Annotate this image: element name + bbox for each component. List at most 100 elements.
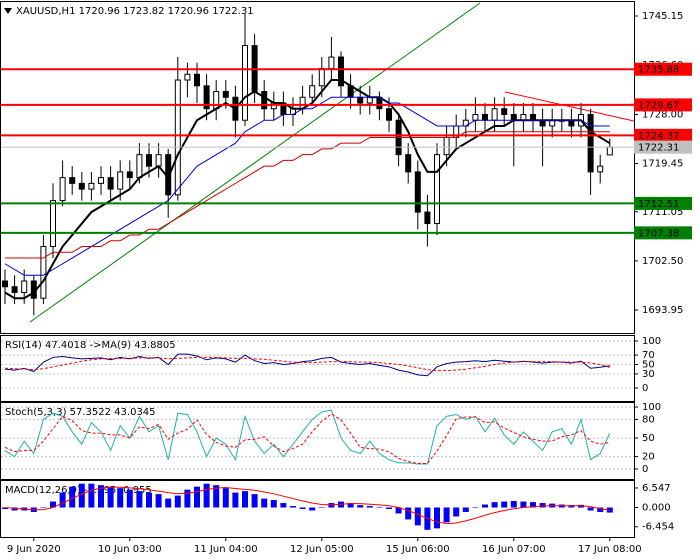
panel-title: XAUUSD,H1 1720.96 1723.82 1720.96 1722.3…: [16, 6, 254, 17]
candle-body: [174, 79, 181, 196]
y-tick-label: 1719.45: [642, 159, 683, 170]
histogram-bar: [184, 489, 191, 508]
histogram-bar: [232, 492, 239, 508]
candle-body: [2, 280, 8, 288]
histogram-bar: [78, 483, 85, 508]
histogram-bar: [568, 505, 575, 508]
histogram-bar: [40, 507, 47, 509]
histogram-bar: [270, 500, 277, 508]
price-level-box: [634, 226, 692, 240]
histogram-bar: [587, 507, 594, 511]
candle-body: [203, 85, 210, 110]
price-level-box: [634, 98, 692, 112]
candle-body: [21, 280, 28, 293]
y-tick-label: 0: [642, 383, 648, 394]
histogram-bar: [299, 507, 306, 509]
candle-body: [472, 113, 479, 121]
histogram-bar: [482, 504, 488, 508]
histogram-bar: [405, 507, 412, 520]
histogram-bar: [213, 485, 220, 508]
histogram-bar: [510, 500, 517, 508]
candle-body: [386, 108, 392, 121]
indicator-line: [4, 486, 610, 525]
candle-body: [405, 154, 412, 173]
candle-body: [184, 73, 191, 81]
x-tick-label: 9 Jun 2020: [7, 544, 61, 555]
price-level-label: 1735.88: [638, 65, 679, 76]
price-level-label: 1729.67: [638, 100, 679, 111]
price-level-box: [634, 140, 692, 154]
x-tick-label: 12 Jun 05:00: [290, 544, 354, 555]
indicator-line: [4, 409, 611, 465]
histogram-bar: [386, 507, 392, 509]
histogram-bar: [261, 498, 268, 508]
candle-body: [146, 154, 152, 167]
trendlines: [29, 2, 634, 323]
histogram-bar: [539, 503, 546, 508]
candle-body: [482, 113, 488, 121]
candle-body: [318, 68, 325, 87]
y-tick-label: 50: [642, 433, 655, 444]
y-tick-label: 100: [642, 336, 661, 347]
plot-area: [2, 13, 613, 316]
histogram-bar: [251, 494, 258, 508]
x-tick-label: 10 Jun 03:00: [98, 544, 162, 555]
histogram-bar: [280, 503, 287, 508]
candle-body: [597, 165, 604, 173]
histogram-bar: [194, 486, 200, 508]
candle-body: [309, 85, 316, 98]
histogram-bar: [136, 491, 143, 508]
panel-title: RSI(14) 47.4018 ->MA(9) 43.8805: [5, 340, 176, 351]
histogram-bar: [443, 507, 450, 523]
candle-body: [587, 113, 594, 173]
panel-title: Stoch(5,3,3) 57.3522 43.0345: [5, 407, 156, 418]
histogram-bar: [2, 507, 8, 509]
candle-body: [78, 182, 85, 190]
candle-body: [107, 177, 114, 190]
histogram-bar: [107, 486, 114, 508]
histogram-bar: [491, 502, 498, 508]
histogram-bar: [597, 507, 604, 512]
y-tick-label: 50: [642, 359, 655, 370]
histogram-bar: [318, 507, 325, 509]
y-tick-label: 1693.95: [642, 305, 683, 316]
y-tick-label: 1728.00: [642, 109, 683, 120]
histogram-bar: [347, 503, 354, 508]
candle-body: [213, 91, 220, 110]
indicator-line: [5, 131, 610, 259]
indicator-line: [4, 96, 610, 276]
rsi-panel-frame: [0, 335, 635, 402]
resistance-trendline: [504, 91, 634, 122]
price-level-box: [634, 128, 692, 142]
candle-body: [328, 56, 335, 70]
histogram-bar: [242, 491, 248, 508]
y-tick-label: 100: [642, 402, 661, 413]
histogram-bar: [59, 492, 66, 508]
histogram-bar: [520, 501, 527, 508]
histogram-bar: [530, 502, 536, 508]
histogram-bar: [357, 505, 364, 508]
y-tick-label: 6.547: [642, 483, 671, 494]
histogram-bar: [146, 492, 152, 508]
candle-body: [155, 154, 162, 167]
candle-body: [194, 73, 200, 87]
macd-panel-frame: [0, 480, 635, 538]
candle-body: [424, 211, 431, 225]
y-tick-label: -6.454: [642, 522, 674, 533]
candle-body: [357, 96, 364, 104]
price-level-label: 1712.51: [638, 199, 679, 210]
histogram-bar: [309, 507, 316, 511]
indicator-line: [4, 356, 610, 372]
y-tick-label: 0.000: [642, 503, 671, 514]
candle-body: [501, 108, 508, 115]
histogram-bar: [117, 488, 124, 508]
price-level-label: 1722.31: [638, 143, 679, 154]
candle-body: [443, 136, 450, 156]
candle-body: [222, 91, 229, 98]
histogram-bar: [203, 483, 210, 508]
stoch-panel-frame: [0, 402, 635, 480]
histogram-bar: [98, 485, 104, 508]
histogram-bar: [376, 506, 383, 508]
candle-body: [242, 45, 248, 121]
